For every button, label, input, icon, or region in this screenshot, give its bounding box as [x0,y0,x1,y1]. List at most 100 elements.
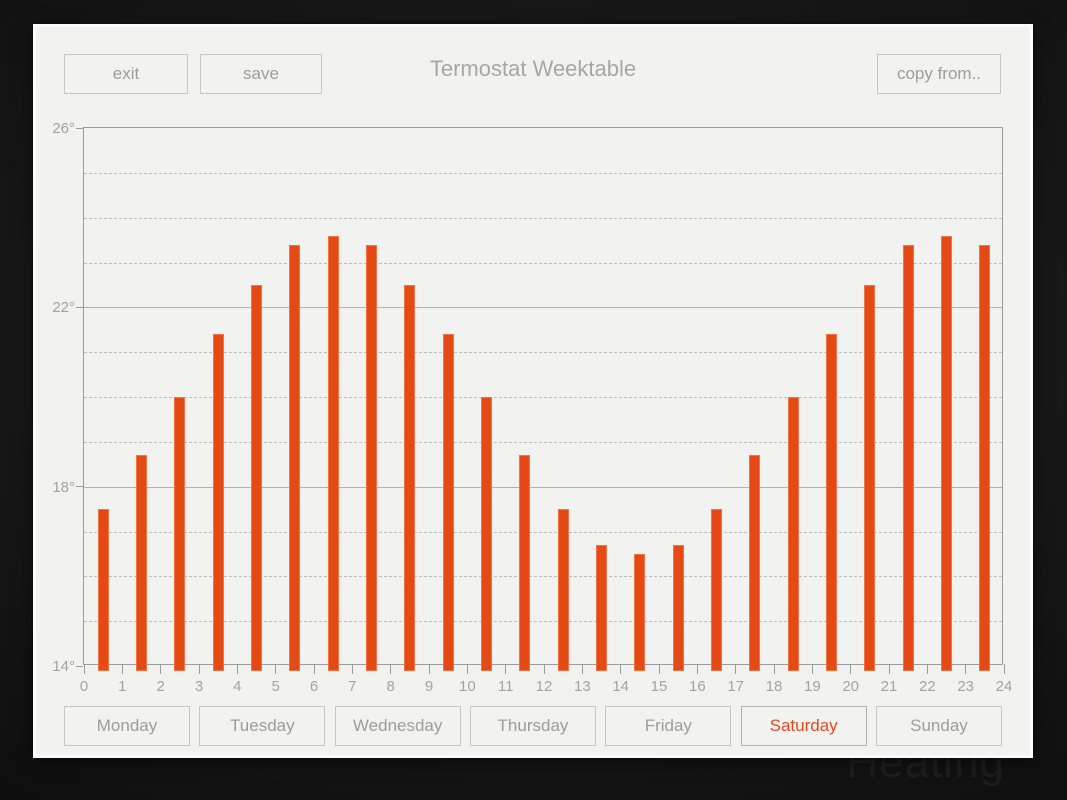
temperature-bar-hour-4[interactable] [251,284,262,671]
temperature-bar-hour-16[interactable] [711,509,722,671]
x-axis-tick [581,664,583,674]
x-axis-label: 20 [842,678,859,695]
x-axis-label: 14 [612,678,629,695]
x-axis-label: 16 [688,678,706,695]
x-axis-label: 17 [727,678,744,695]
x-axis-tick [313,664,315,674]
gridline-minor [84,531,1002,533]
temperature-bar-hour-0[interactable] [97,509,109,671]
gridline-minor [84,621,1002,623]
gridline-minor [84,172,1002,174]
x-axis-label: 21 [880,678,898,695]
x-axis-label: 9 [424,678,434,695]
x-axis-tick [620,664,622,674]
x-axis-label: 22 [918,678,936,695]
gridline-major [84,307,1002,309]
x-axis-label: 19 [803,678,821,695]
y-axis-tick [76,306,83,308]
temperature-bar-hour-22[interactable] [941,235,952,671]
temperature-bar-hour-1[interactable] [136,455,147,671]
gridline-minor [84,576,1002,578]
save-button[interactable]: save [200,54,322,94]
x-axis-label: 0 [79,678,89,695]
temperature-bar-hour-23[interactable] [979,244,991,671]
gridline-minor [84,397,1002,398]
x-axis-tick [850,664,852,674]
x-axis-tick [275,664,277,674]
x-axis-label: 7 [348,678,357,695]
temperature-bar-hour-13[interactable] [596,544,607,671]
temperature-bar-hour-10[interactable] [481,397,492,671]
y-axis-label: 22° [52,299,75,317]
y-axis-label: 14° [52,658,75,675]
x-axis-label: 23 [957,678,974,695]
day-tab-saturday[interactable]: Saturday [740,706,867,746]
gridline-major [84,486,1002,488]
x-axis-tick [466,664,468,674]
day-tabs: Monday Tuesday Wednesday Thursday Friday Satu… [64,706,1002,746]
x-axis-label: 6 [309,678,319,695]
temperature-bar-hour-9[interactable] [442,334,454,671]
x-axis-label: 2 [156,678,165,695]
temperature-bar-hour-18[interactable] [787,397,799,671]
x-axis-label: 8 [386,678,395,695]
temperature-bar-hour-7[interactable] [366,244,377,671]
day-tab-wednesday[interactable]: Wednesday [334,706,461,746]
x-axis-tick [83,664,85,674]
thermostat-weektable-dialog: exit save Termostat Weektable copy from.… [33,24,1033,758]
temperature-bar-hour-2[interactable] [174,397,186,671]
x-axis-tick [811,664,813,674]
x-axis-label: 10 [458,678,476,695]
day-tab-thursday[interactable]: Thursday [469,706,596,746]
gridline-minor [84,352,1002,354]
x-axis-tick [121,664,123,674]
temperature-bar-hour-11[interactable] [519,455,531,671]
gridline-minor [84,262,1002,264]
day-tab-monday[interactable]: Monday [64,706,190,746]
x-axis-tick [965,664,967,674]
temperature-bar-hour-19[interactable] [826,334,837,671]
x-axis-tick [428,664,430,674]
x-axis-tick [1003,664,1005,674]
x-axis-label: 18 [765,678,783,695]
x-axis-label: 1 [118,678,127,695]
gridline-minor [84,441,1002,443]
temperature-bar-hour-17[interactable] [749,455,761,671]
temperature-bar-hour-21[interactable] [902,244,914,671]
day-tab-tuesday[interactable]: Tuesday [199,706,326,746]
x-axis-tick [160,664,162,674]
temperature-bar-hour-6[interactable] [327,235,339,671]
y-axis-tick [76,486,83,488]
x-axis-tick [505,664,507,674]
temperature-chart: 14° 18° 22° 26° 0 1 2 3 4 5 6 7 8 9 10 11 12 13 14 15 16 17 18… [52,121,1012,694]
y-axis-label: 18° [52,478,75,496]
day-tab-sunday[interactable]: Sunday [875,706,1002,746]
gridline-minor [84,217,1002,219]
x-axis-tick [773,664,775,674]
x-axis-tick [351,664,353,674]
x-axis-label: 15 [650,678,668,695]
x-axis-label: 11 [497,678,514,695]
x-axis-label: 24 [995,678,1013,695]
day-tab-friday[interactable]: Friday [605,706,732,746]
x-axis-tick [888,664,890,674]
temperature-bar-hour-14[interactable] [634,553,646,671]
page-title: Termostat Weektable [429,56,637,81]
x-axis-label: 5 [271,678,280,695]
temperature-bar-hour-3[interactable] [212,334,224,671]
x-axis-tick [926,664,928,674]
temperature-bar-hour-15[interactable] [672,544,684,671]
temperature-bar-hour-5[interactable] [289,244,301,671]
copy-from-button[interactable]: copy from.. [877,54,1001,94]
temperature-bar-hour-8[interactable] [404,284,416,671]
x-axis-tick [543,664,545,674]
x-axis-label: 3 [194,678,204,695]
temperature-bar-hour-20[interactable] [864,284,876,671]
exit-button[interactable]: exit [64,54,188,94]
x-axis-tick [236,664,238,674]
temperature-bar-hour-12[interactable] [557,509,569,671]
x-axis-tick [390,664,392,674]
x-axis-label: 12 [535,678,553,695]
y-axis-tick [76,665,83,667]
